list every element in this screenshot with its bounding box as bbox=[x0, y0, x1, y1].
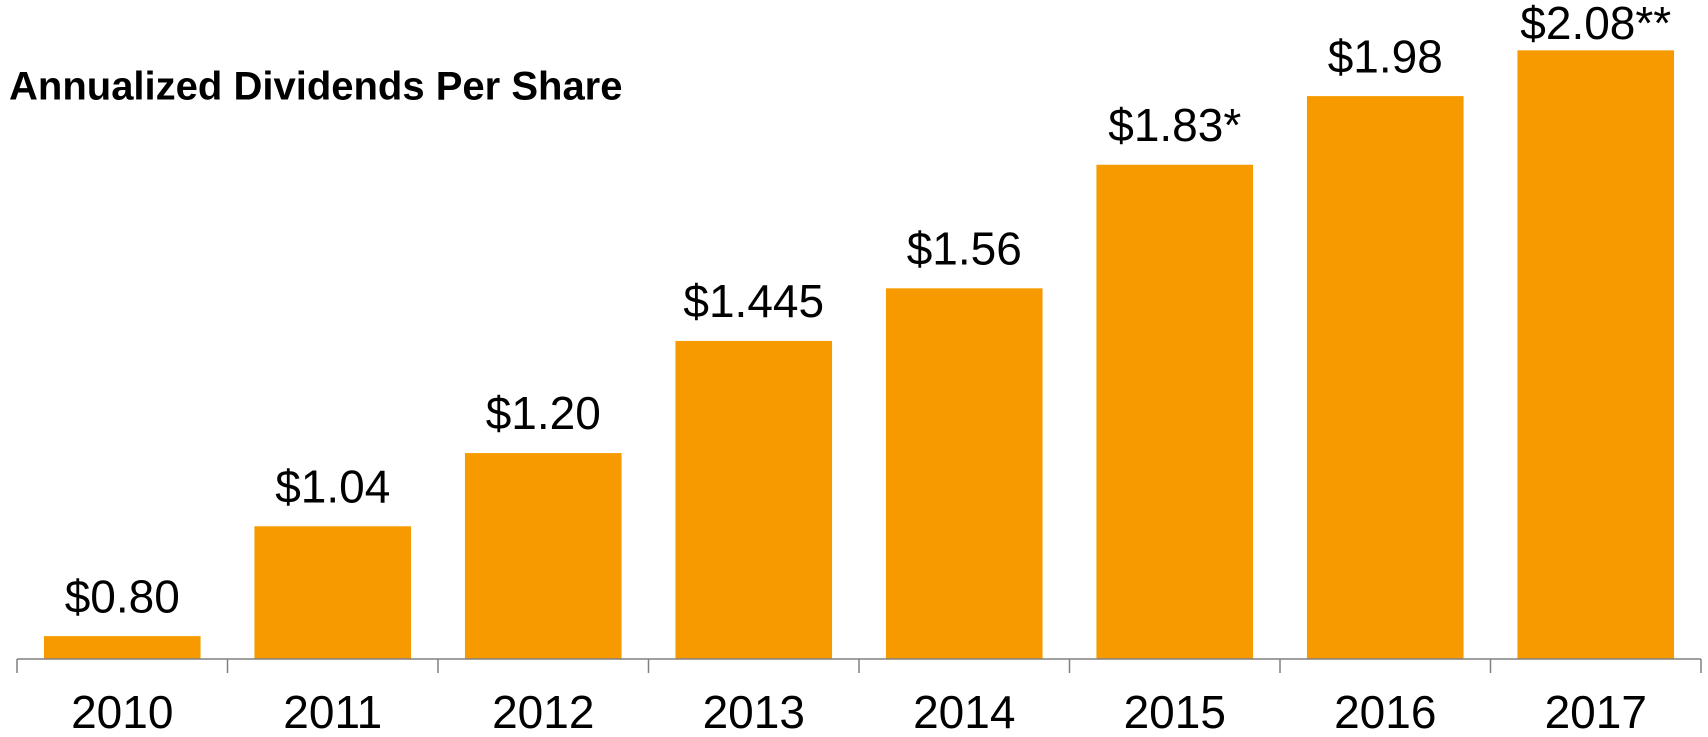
bar bbox=[675, 340, 833, 659]
bar bbox=[464, 453, 622, 659]
x-tick-label: 2013 bbox=[703, 686, 805, 737]
x-tick-label: 2015 bbox=[1124, 686, 1226, 737]
bar bbox=[1096, 164, 1254, 659]
x-tick-label: 2011 bbox=[283, 686, 382, 737]
value-label: $1.04 bbox=[275, 460, 390, 512]
bar bbox=[254, 526, 412, 659]
x-tick-label: 2012 bbox=[492, 686, 594, 737]
chart-title: Annualized Dividends Per Share bbox=[9, 65, 623, 109]
value-label: $1.20 bbox=[486, 387, 601, 439]
value-label: $1.445 bbox=[683, 275, 824, 327]
value-label: $1.56 bbox=[907, 222, 1022, 274]
value-label: $1.98 bbox=[1328, 30, 1443, 82]
value-label: $1.83* bbox=[1108, 99, 1241, 151]
bar bbox=[1306, 96, 1464, 659]
x-tick-label: 2017 bbox=[1545, 686, 1647, 737]
value-label: $2.08** bbox=[1520, 0, 1671, 49]
bar bbox=[1517, 50, 1675, 660]
value-label: $0.80 bbox=[65, 570, 180, 622]
x-tick-label: 2016 bbox=[1334, 686, 1436, 737]
x-tick-label: 2010 bbox=[71, 686, 173, 737]
x-tick-label: 2014 bbox=[913, 686, 1015, 737]
bar bbox=[885, 288, 1043, 659]
bar bbox=[43, 636, 201, 659]
